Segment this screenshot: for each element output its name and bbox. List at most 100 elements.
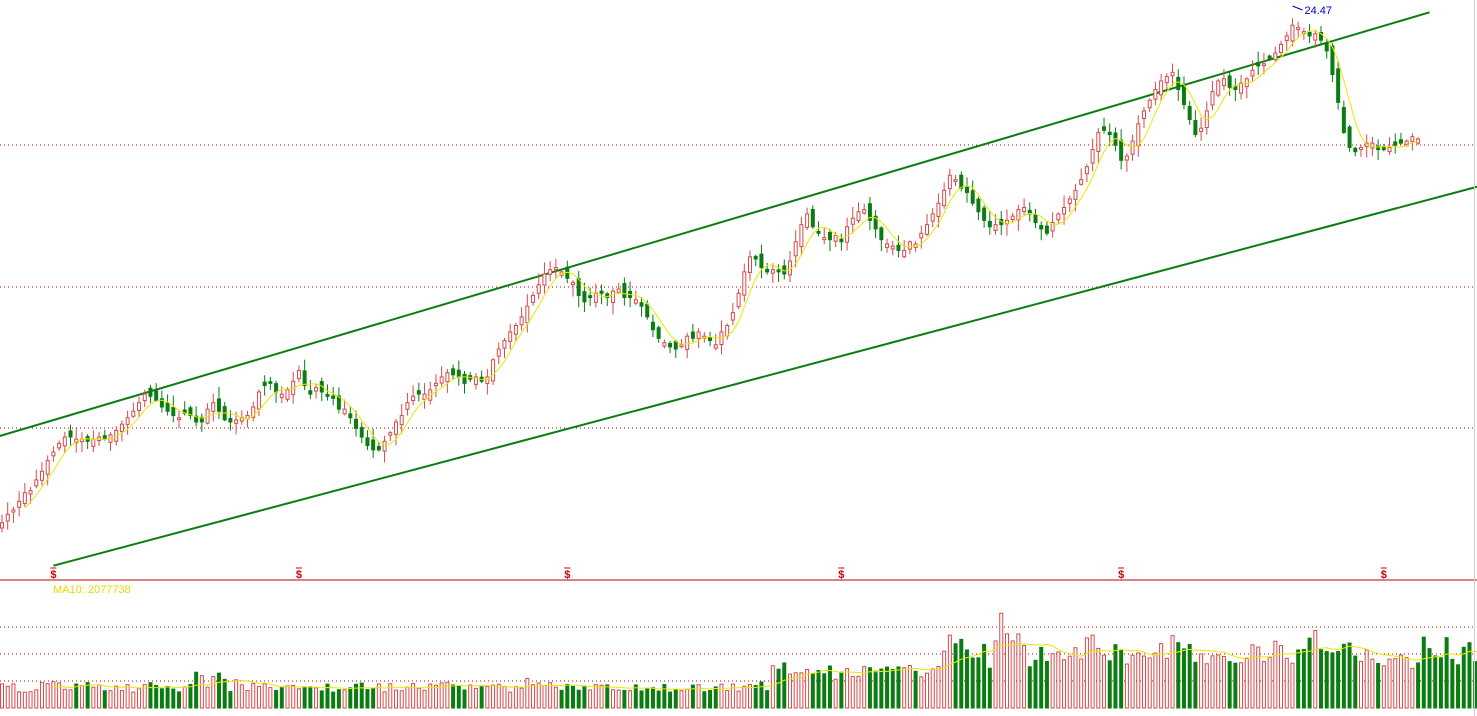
volume-bar [433, 684, 438, 709]
candle [0, 514, 4, 533]
candle-body [1010, 215, 1015, 221]
volume-bar [1107, 660, 1112, 709]
candle [325, 384, 330, 401]
candle-body [736, 292, 741, 308]
candle [1347, 124, 1352, 152]
candle [822, 228, 827, 245]
candle [1067, 195, 1072, 212]
candle [513, 322, 518, 342]
candle [982, 205, 987, 228]
volume-bar [1073, 647, 1078, 709]
candle [805, 207, 810, 231]
volume-bar [719, 683, 724, 709]
volume-bar [1130, 654, 1135, 709]
volume-bar [690, 684, 695, 709]
candle [890, 240, 895, 256]
volume-bar [565, 683, 570, 709]
volume-bar [1210, 655, 1215, 709]
candle-body [433, 382, 438, 387]
volume-bar [331, 691, 336, 709]
volume-ma-line [53, 643, 1477, 690]
candle-body [1090, 149, 1095, 164]
volume-bar [131, 691, 136, 709]
volume-bar [1256, 646, 1261, 709]
volume-bar [913, 670, 918, 709]
candle-body [1370, 142, 1375, 149]
volume-bar [1136, 652, 1141, 709]
candle-body [902, 249, 907, 258]
volume-bar [1330, 652, 1335, 709]
volume-bar [1153, 652, 1158, 709]
candle-body [1164, 76, 1169, 84]
volume-bar [787, 673, 792, 709]
volume-bar [416, 687, 421, 709]
candle [1398, 132, 1403, 145]
candle-body [536, 284, 541, 294]
candle-body [1261, 63, 1266, 67]
candle-body [485, 376, 490, 384]
volume-bar [342, 689, 347, 709]
candle-body [879, 227, 884, 241]
candle-body [119, 423, 124, 433]
volume-bar [1261, 661, 1266, 709]
candle-body [753, 255, 758, 260]
candle [354, 410, 359, 437]
candle-body [251, 406, 256, 418]
volume-bar [993, 640, 998, 709]
volume-bar [1164, 657, 1169, 709]
candle [1330, 42, 1335, 83]
candle [548, 261, 553, 282]
volume-bar [262, 683, 267, 709]
candle-body [525, 305, 530, 324]
volume-bar [588, 689, 593, 709]
volume-bar [942, 650, 947, 709]
candle-body [822, 237, 827, 241]
candle [799, 216, 804, 256]
volume-bar [57, 682, 62, 709]
candle [976, 196, 981, 221]
candle [331, 386, 336, 406]
candle [508, 323, 513, 350]
volume-bar [228, 691, 233, 709]
volume-bar [1347, 642, 1352, 709]
volume-bar [730, 683, 735, 709]
volume-bar [1461, 646, 1466, 709]
volume-bar [1450, 658, 1455, 709]
volume-bar [1067, 655, 1072, 709]
candle [925, 213, 930, 237]
candle [382, 435, 387, 463]
candle [1261, 52, 1266, 75]
candle [188, 405, 193, 420]
volume-bar [1267, 656, 1272, 709]
candle-body [513, 324, 518, 335]
candle-body [982, 207, 987, 221]
volume-bar [793, 672, 798, 709]
candle-body [371, 439, 376, 451]
candle [1124, 152, 1129, 172]
candle [713, 333, 718, 351]
volume-bar [279, 687, 284, 709]
candle [1044, 221, 1049, 236]
candle [342, 399, 347, 416]
candle [177, 410, 182, 429]
volume-bar [599, 684, 604, 709]
candle-body [1307, 31, 1312, 37]
candle [964, 177, 969, 203]
candle-body [1096, 131, 1101, 152]
candle [1216, 78, 1221, 98]
candle-body [685, 335, 690, 350]
candle [930, 207, 935, 228]
volume-bar [1438, 657, 1443, 709]
candle-body [650, 321, 655, 331]
candle-body [376, 445, 381, 451]
volume-bar [11, 683, 16, 709]
candle-body [1033, 214, 1038, 224]
volume-bar [582, 685, 587, 709]
candle-body [451, 368, 456, 376]
candle [650, 314, 655, 338]
candle [662, 339, 667, 349]
volume-bar [1416, 662, 1421, 709]
candle-body [336, 395, 341, 410]
candle [451, 364, 456, 380]
